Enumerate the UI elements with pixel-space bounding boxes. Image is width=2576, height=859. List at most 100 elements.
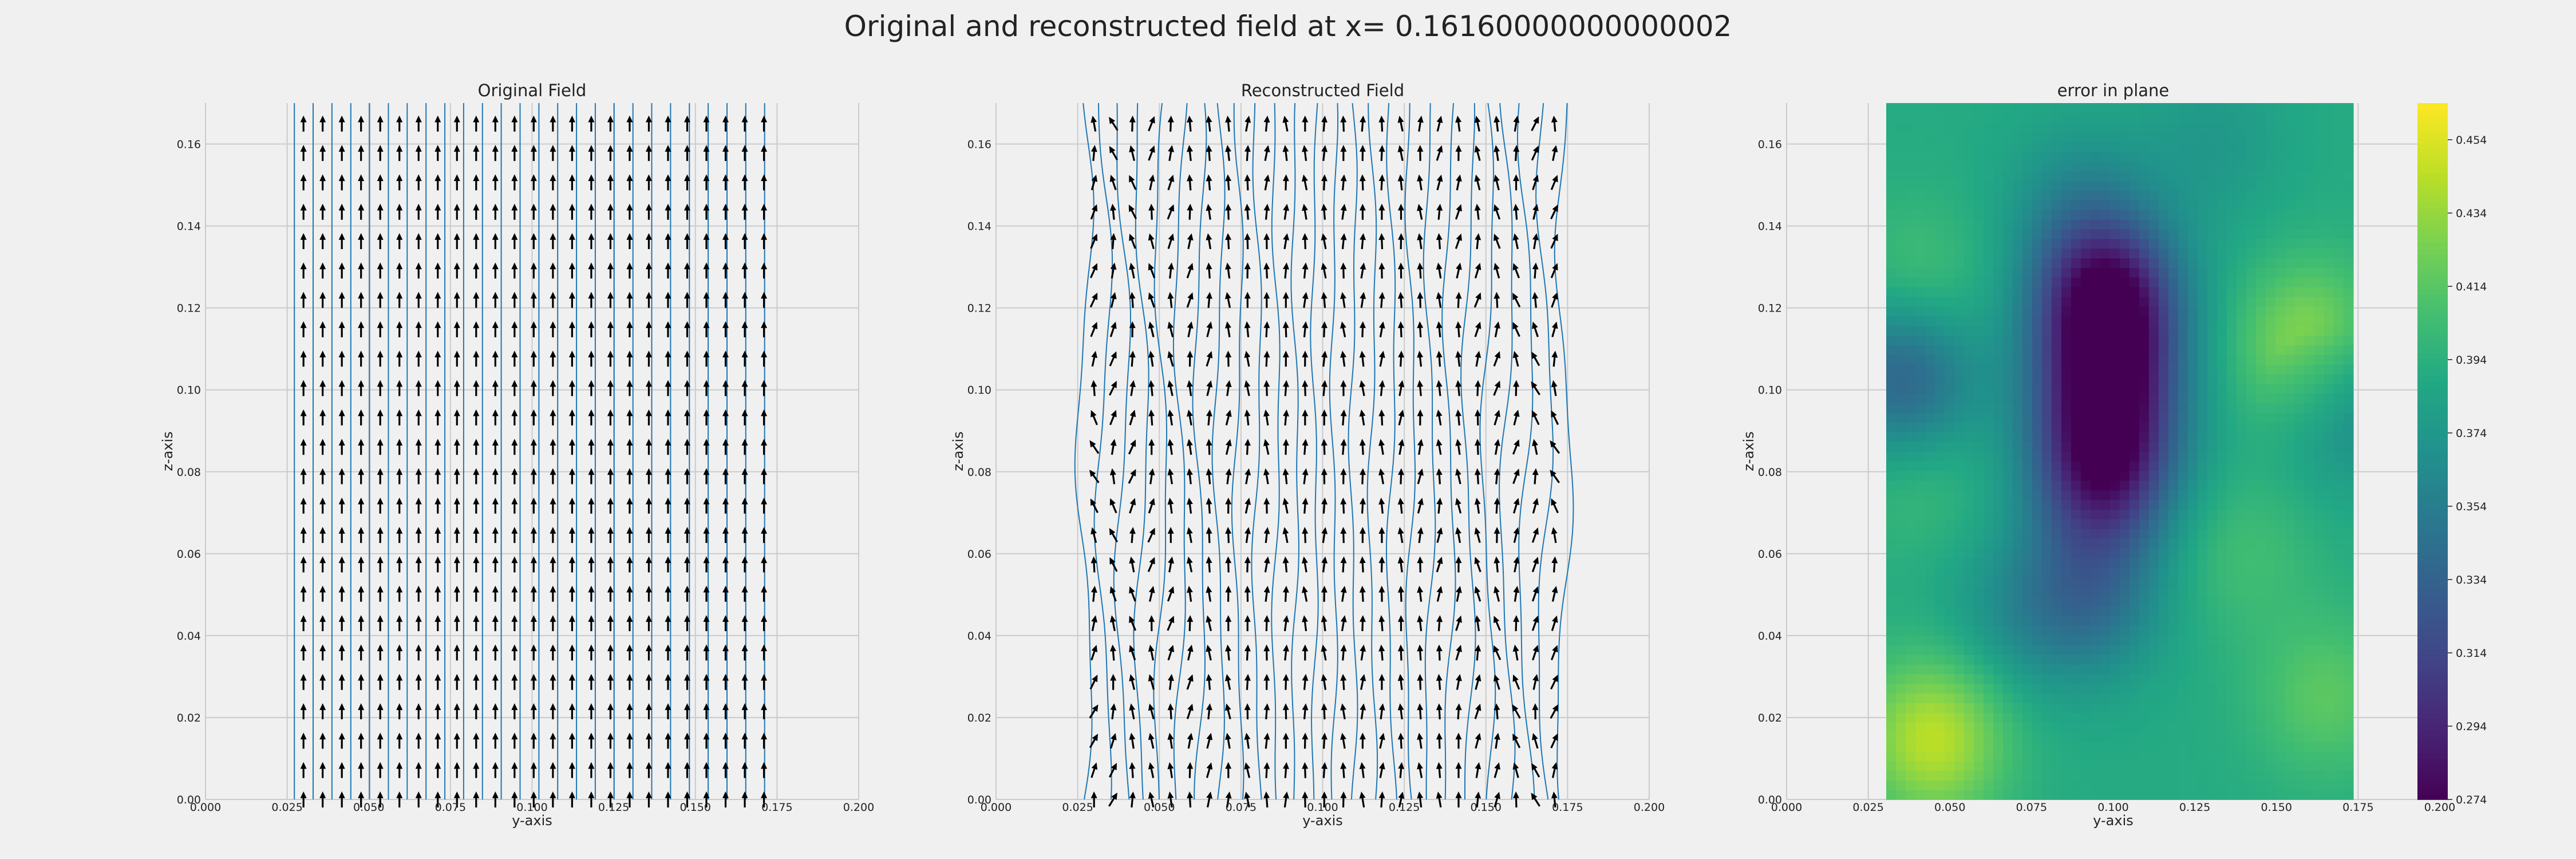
heatmap-cell [2197,316,2208,326]
heatmap-cell [2041,354,2052,365]
heatmap-cell [1945,470,1955,481]
heatmap-cell [2158,693,2169,703]
field-arrow [415,585,422,602]
field-arrow [358,233,365,250]
heatmap-cell [2022,238,2033,249]
field-arrow [1340,291,1346,308]
heatmap-cell [2333,616,2344,626]
field-arrow [473,703,480,720]
heatmap-cell [1984,712,1994,723]
field-arrow [1186,703,1194,719]
heatmap-cell [2178,683,2188,693]
heatmap-cell [2109,190,2120,200]
field-arrow [683,174,690,191]
heatmap-cell [2129,557,2140,568]
heatmap-cell [2032,112,2042,123]
heatmap-cell [2255,112,2266,123]
heatmap-cell [2333,635,2344,645]
heatmap-cell [1935,557,1945,568]
heatmap-cell [2197,296,2208,307]
field-arrow [1321,203,1327,220]
field-arrow [1321,497,1328,514]
heatmap-cell [2343,519,2354,529]
heatmap-cell [2246,345,2257,355]
heatmap-cell [1954,673,1965,684]
heatmap-cell [1886,219,1897,230]
heatmap-cell [2071,451,2081,462]
heatmap-cell [1896,586,1906,597]
heatmap-cell [1954,442,1965,452]
heatmap-cell [2324,586,2334,597]
field-arrow [1110,262,1117,279]
heatmap-cell [1974,761,1984,771]
heatmap-cell [2246,557,2257,568]
heatmap-cell [2022,529,2033,539]
heatmap-cell [2333,112,2344,123]
heatmap-cell [2324,460,2334,471]
heatmap-cell [2226,151,2237,162]
heatmap-cell [2168,509,2179,519]
heatmap-cell [2129,171,2140,181]
field-arrow [761,233,768,250]
heatmap-cell [2304,112,2315,123]
heatmap-cell [2148,567,2159,578]
heatmap-cell [2100,751,2111,762]
field-arrow [358,673,365,690]
heatmap-cell [1915,577,1926,588]
field-arrow [319,145,326,161]
heatmap-cell [2003,258,2013,268]
heatmap-cell [2343,209,2354,220]
heatmap-cell [2013,654,2023,665]
heatmap-cell [2217,529,2227,539]
heatmap-cell [2158,673,2169,684]
heatmap-cell [2236,228,2247,239]
heatmap-cell [1974,132,1984,143]
field-arrow [550,233,556,250]
heatmap-cell [2071,403,2081,413]
field-arrow [1474,615,1481,632]
field-arrow [741,703,748,720]
field-arrow [703,762,710,778]
heatmap-cell [2061,180,2072,191]
heatmap-cell [2090,219,2101,230]
field-arrow [1206,409,1212,425]
heatmap-cell [2207,499,2218,510]
heatmap-cell [2285,412,2296,423]
heatmap-cell [2275,325,2286,336]
heatmap-cell [2294,354,2305,365]
y-tick-label: 0.02 [1758,712,1782,724]
heatmap-cell [2217,509,2227,519]
field-arrow [492,291,499,308]
field-arrow [1474,409,1481,425]
heatmap-cell [2226,596,2237,606]
heatmap-cell [1993,442,2004,452]
heatmap-cell [2158,383,2169,394]
heatmap-cell [2139,267,2150,278]
heatmap-cell [2265,790,2276,800]
field-arrow [1321,145,1328,161]
heatmap-cell [2003,383,2013,394]
heatmap-cell [2022,538,2033,549]
heatmap-cell [2158,538,2169,549]
heatmap-cell [2236,373,2247,384]
heatmap-cell [2246,103,2257,113]
heatmap-cell [2217,751,2227,762]
heatmap-cell [2041,103,2052,113]
heatmap-cell [2032,780,2042,790]
field-arrow [1475,762,1481,778]
field-arrow [588,703,595,720]
heatmap-cell [2187,103,2198,113]
heatmap-cell [2324,731,2334,742]
heatmap-cell [2129,635,2140,645]
heatmap-cell [2013,442,2023,452]
heatmap-cell [2032,190,2042,200]
field-arrow [1340,409,1347,425]
field-arrow [1397,644,1404,661]
field-arrow [358,556,365,573]
field-arrow [1417,262,1424,279]
heatmap-cell [1935,509,1945,519]
heatmap-cell [1974,693,1984,703]
heatmap-cell [2197,432,2208,442]
field-arrow [415,380,422,396]
heatmap-cell [2226,373,2237,384]
